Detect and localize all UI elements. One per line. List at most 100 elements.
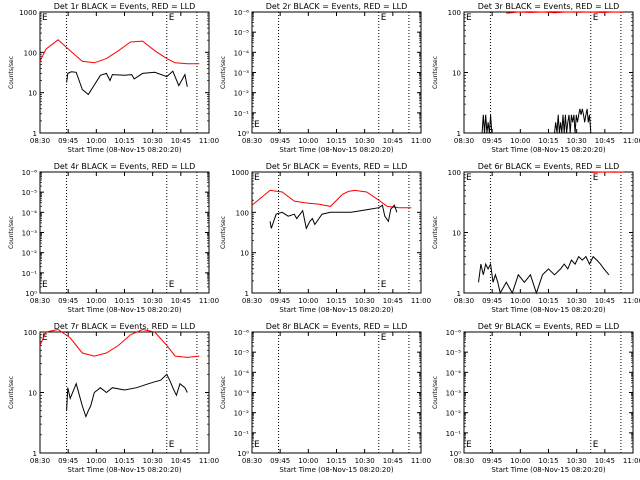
- panel-title: Det 5r BLACK = Events, RED = LLD: [266, 162, 408, 171]
- x-tick-label: 08:30: [454, 297, 474, 305]
- y-tick-label: 10⁻¹: [446, 430, 462, 438]
- detector-panel-7: Det 7r BLACK = Events, RED = LLD 1 10 100 Co…: [8, 322, 219, 474]
- panel-title: Det 6r BLACK = Events, RED = LLD: [478, 162, 620, 171]
- x-tick-label: 11:00: [199, 457, 219, 465]
- x-axis-label: Start Time (08-Nov-15 08:20:20): [67, 466, 181, 474]
- events-series-line: [66, 70, 188, 96]
- x-tick-label: 10:00: [86, 457, 106, 465]
- y-axis-label: Counts/sec: [220, 216, 227, 249]
- events-series-line: [478, 255, 610, 295]
- x-tick-label: 10:30: [567, 457, 587, 465]
- x-tick-label: 09:45: [270, 297, 290, 305]
- e-marker: E: [466, 13, 472, 23]
- panel-title: Det 2r BLACK = Events, RED = LLD: [266, 2, 408, 11]
- y-axis-label: Counts/sec: [8, 376, 15, 409]
- y-tick-label: 10⁻¹: [234, 430, 250, 438]
- y-tick-label: 10⁻²: [446, 410, 462, 418]
- plot-frame: [251, 331, 422, 454]
- e-marker: E: [254, 173, 260, 183]
- x-tick-label: 10:30: [143, 457, 163, 465]
- x-tick-label: 10:45: [595, 137, 615, 145]
- y-tick-label: 10⁰: [25, 290, 37, 298]
- x-axis-label: Start Time (08-Nov-15 08:20:20): [67, 146, 181, 154]
- x-axis-label: Start Time (08-Nov-15 08:20:20): [279, 146, 393, 154]
- detector-panel-4: Det 4r BLACK = Events, RED = LLD 10⁰ 10⁻¹ 1…: [8, 162, 219, 314]
- x-axis-label: Start Time (08-Nov-15 08:20:20): [491, 466, 605, 474]
- e-marker: E: [254, 120, 260, 130]
- y-tick-label: 10: [28, 90, 37, 98]
- x-tick-label: 10:45: [171, 297, 191, 305]
- y-tick-label: 100: [24, 329, 37, 337]
- x-tick-label: 10:15: [538, 297, 558, 305]
- e-marker: E: [466, 173, 472, 183]
- detector-panel-8: Det 8r BLACK = Events, RED = LLD 10⁰ 10⁻¹ 1…: [220, 322, 431, 474]
- plot-frame: [39, 171, 210, 294]
- x-tick-label: 11:00: [411, 457, 431, 465]
- x-tick-label: 10:45: [383, 457, 403, 465]
- x-tick-label: 10:00: [298, 137, 318, 145]
- e-marker: E: [466, 440, 472, 450]
- y-tick-label: 10⁻⁶: [234, 329, 250, 337]
- y-tick-label: 10⁰: [237, 130, 249, 138]
- y-axis-label: Counts/sec: [220, 376, 227, 409]
- y-axis-label: Counts/sec: [220, 56, 227, 89]
- x-tick-label: 08:30: [242, 457, 262, 465]
- x-tick-label: 10:15: [538, 137, 558, 145]
- y-axis-label: Counts/sec: [8, 216, 15, 249]
- x-tick-label: 08:30: [454, 457, 474, 465]
- x-tick-label: 10:30: [143, 297, 163, 305]
- x-tick-label: 09:45: [482, 297, 502, 305]
- x-tick-label: 10:30: [355, 137, 375, 145]
- x-tick-label: 09:45: [58, 137, 78, 145]
- y-tick-label: 1: [457, 290, 461, 298]
- y-tick-label: 10⁻³: [22, 230, 38, 238]
- x-tick-label: 10:30: [355, 297, 375, 305]
- detector-panel-5: Det 5r BLACK = Events, RED = LLD 1 10 100 10…: [220, 162, 431, 314]
- x-tick-label: 10:30: [567, 297, 587, 305]
- x-tick-label: 11:00: [623, 297, 640, 305]
- y-tick-label: 100: [24, 49, 37, 57]
- x-axis-label: Start Time (08-Nov-15 08:20:20): [491, 146, 605, 154]
- y-tick-label: 10⁻⁵: [446, 349, 462, 357]
- detector-panel-6: Det 6r BLACK = Events, RED = LLD 1 10 100 Co…: [432, 162, 640, 314]
- plot-frame: [39, 331, 210, 454]
- lld-series-line: [39, 39, 200, 65]
- x-tick-label: 09:45: [58, 457, 78, 465]
- e-marker: E: [381, 13, 387, 23]
- lld-series-line: [506, 11, 624, 14]
- e-marker: E: [169, 280, 175, 290]
- e-marker: E: [254, 440, 260, 450]
- e-marker: E: [169, 440, 175, 450]
- x-axis-label: Start Time (08-Nov-15 08:20:20): [279, 306, 393, 314]
- lld-series-line: [251, 189, 412, 209]
- y-tick-label: 10: [28, 390, 37, 398]
- x-tick-label: 10:30: [355, 457, 375, 465]
- x-tick-label: 10:45: [595, 457, 615, 465]
- y-tick-label: 10⁻³: [234, 390, 250, 398]
- x-tick-label: 10:15: [326, 457, 346, 465]
- y-tick-label: 10: [452, 70, 461, 78]
- x-tick-label: 09:45: [270, 457, 290, 465]
- panel-title: Det 4r BLACK = Events, RED = LLD: [54, 162, 196, 171]
- x-tick-label: 10:30: [143, 137, 163, 145]
- x-tick-label: 10:15: [538, 457, 558, 465]
- x-tick-label: 09:45: [270, 137, 290, 145]
- x-tick-label: 10:00: [510, 297, 530, 305]
- y-tick-label: 1: [245, 290, 249, 298]
- y-tick-label: 10⁻⁶: [22, 169, 38, 177]
- lld-series-line: [39, 328, 200, 358]
- plot-frame: [251, 11, 422, 134]
- y-tick-label: 1000: [19, 9, 37, 17]
- y-tick-label: 10: [240, 250, 249, 258]
- e-marker: E: [42, 13, 48, 23]
- events-series-line: [481, 108, 592, 134]
- x-tick-label: 08:30: [242, 297, 262, 305]
- x-tick-label: 11:00: [623, 457, 640, 465]
- y-tick-label: 10⁻⁵: [234, 29, 250, 37]
- x-tick-label: 10:30: [567, 137, 587, 145]
- x-tick-label: 10:15: [114, 457, 134, 465]
- x-tick-label: 10:00: [298, 457, 318, 465]
- panel-title: Det 7r BLACK = Events, RED = LLD: [54, 322, 196, 331]
- x-tick-label: 09:45: [58, 297, 78, 305]
